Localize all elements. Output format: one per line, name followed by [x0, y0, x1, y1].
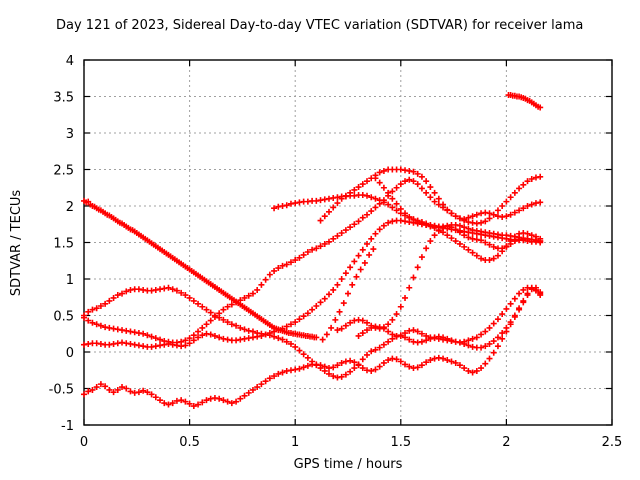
data-series: [319, 246, 377, 343]
data-series: [81, 197, 320, 341]
x-tick-label: 1: [291, 435, 299, 450]
x-tick-label: 2: [502, 435, 510, 450]
y-tick-label: 1.5: [53, 237, 74, 252]
x-tick-label: 2.5: [602, 435, 623, 450]
data-series: [317, 166, 544, 224]
y-tick-label: -1: [61, 419, 74, 434]
data-series: [81, 284, 544, 410]
y-tick-label: -0.5: [49, 383, 74, 398]
data-series: [355, 284, 544, 351]
data-series: [81, 217, 544, 350]
y-tick-label: 0.5: [53, 310, 74, 325]
axis-ticks: [83, 59, 613, 426]
x-tick-label: 1.5: [390, 435, 411, 450]
y-tick-label: 2: [66, 200, 74, 215]
data-markers: [81, 92, 544, 410]
page-title: Day 121 of 2023, Sidereal Day-to-day VTE…: [56, 18, 584, 33]
data-series: [505, 92, 544, 111]
x-axis-label: GPS time / hours: [294, 457, 403, 472]
y-tick-label: 0: [66, 346, 74, 361]
data-series: [372, 175, 544, 264]
y-tick-label: 1: [66, 273, 74, 288]
axis-tick-labels: 0 0.5 1 1.5 2 2.5 -1 -0.5 0 0.5 1 1.5 2 2.5 3 3.5 4: [49, 54, 623, 450]
x-tick-label: 0: [80, 435, 88, 450]
x-tick-label: 0.5: [179, 435, 200, 450]
y-tick-label: 2.5: [53, 164, 74, 179]
y-tick-label: 3: [66, 127, 74, 142]
y-tick-label: 3.5: [53, 91, 74, 106]
y-axis-label: SDTVAR / TECUs: [9, 190, 24, 297]
y-tick-label: 4: [66, 54, 74, 69]
